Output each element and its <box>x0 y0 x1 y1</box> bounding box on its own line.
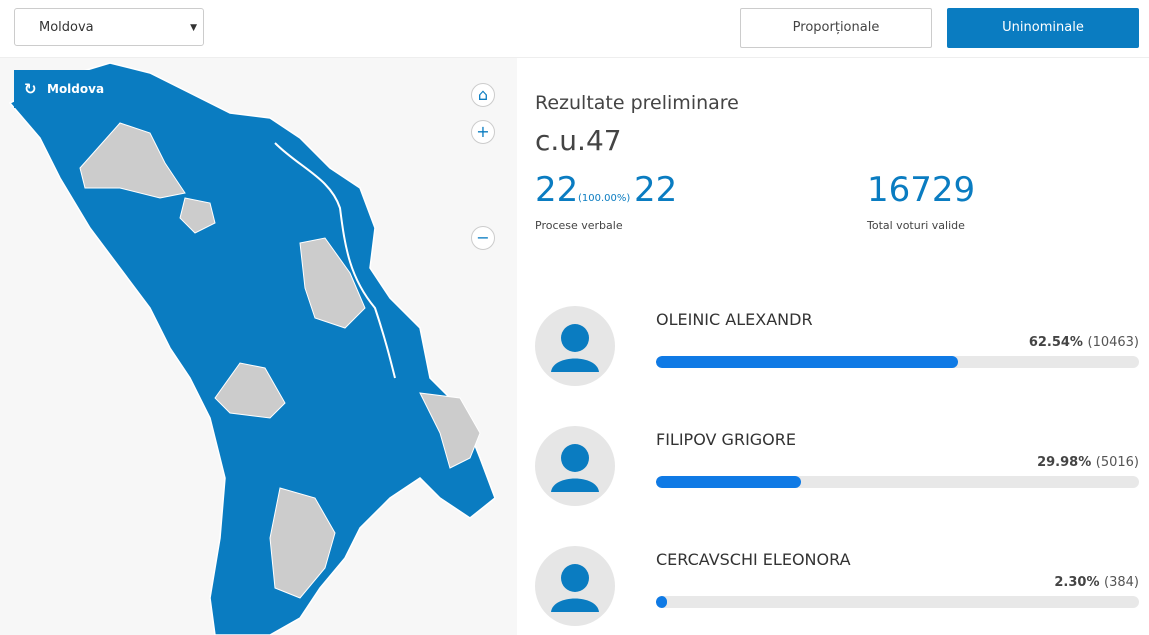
map-panel: ↻ Moldova ⌂ + − <box>0 58 517 635</box>
separator <box>0 57 1149 58</box>
map <box>8 62 496 635</box>
processed-percent: (100.00%) <box>578 193 631 204</box>
gray-region <box>419 392 481 469</box>
candidate-name: FILIPOV GRIGORE <box>656 430 796 449</box>
progress-track <box>656 356 1139 368</box>
avatar <box>535 546 615 626</box>
gray-region <box>179 197 216 234</box>
avatar-icon <box>551 444 599 492</box>
percent-label: 62.54% <box>1028 335 1083 350</box>
zoom-in[interactable]: + <box>471 120 495 144</box>
valid-votes: 16729 <box>867 170 976 210</box>
results-title: Rezultate preliminare <box>535 92 739 114</box>
reset-label: Moldova <box>47 82 105 96</box>
country-shape <box>8 62 496 635</box>
total-protocols: 22 <box>634 170 678 210</box>
progress-bar <box>656 476 801 488</box>
reset-button[interactable]: ↻ Moldova <box>14 70 108 108</box>
progress-bar <box>656 356 959 368</box>
select-text: Moldova <box>39 20 94 35</box>
avatar-icon <box>551 324 599 372</box>
district: c.u.47 <box>535 124 622 157</box>
button-proportional[interactable]: Proporționale <box>740 8 932 48</box>
percent-label: 2.30% <box>1054 575 1100 590</box>
avatar <box>535 426 615 506</box>
processed: 22 <box>535 170 579 210</box>
home-button[interactable]: ⌂ <box>471 83 495 107</box>
protocols-label: Procese verbale <box>535 219 623 232</box>
candidate-name: OLEINIC ALEXANDR <box>656 310 813 329</box>
gray-region <box>269 487 336 599</box>
votes-label: (5016) <box>1095 455 1139 470</box>
votes-label: (384) <box>1104 575 1139 590</box>
button-uninominal[interactable]: Uninominale <box>947 8 1139 48</box>
candidate-percent: 2.30% (384) <box>1054 575 1139 590</box>
zoom-out[interactable]: − <box>471 226 495 250</box>
avatar <box>535 306 615 386</box>
progress-track <box>656 596 1139 608</box>
progress-bar <box>656 596 668 608</box>
gray-region <box>214 362 286 419</box>
gray-region <box>79 122 186 199</box>
candidate-name: CERCAVSCHI ELEONORA <box>656 550 851 569</box>
valid-votes-label: Total voturi valide <box>867 219 965 232</box>
region-select[interactable]: Moldova ▼ <box>14 8 204 46</box>
candidate-percent: 62.54% (10463) <box>1029 335 1139 350</box>
avatar-icon <box>551 564 599 612</box>
votes-label: (10463) <box>1087 335 1140 350</box>
percent-label: 29.98% <box>1037 455 1092 470</box>
progress-track <box>656 476 1139 488</box>
river <box>274 142 396 379</box>
gray-region <box>299 237 366 329</box>
candidate-percent: 29.98% (5016) <box>1037 455 1139 470</box>
